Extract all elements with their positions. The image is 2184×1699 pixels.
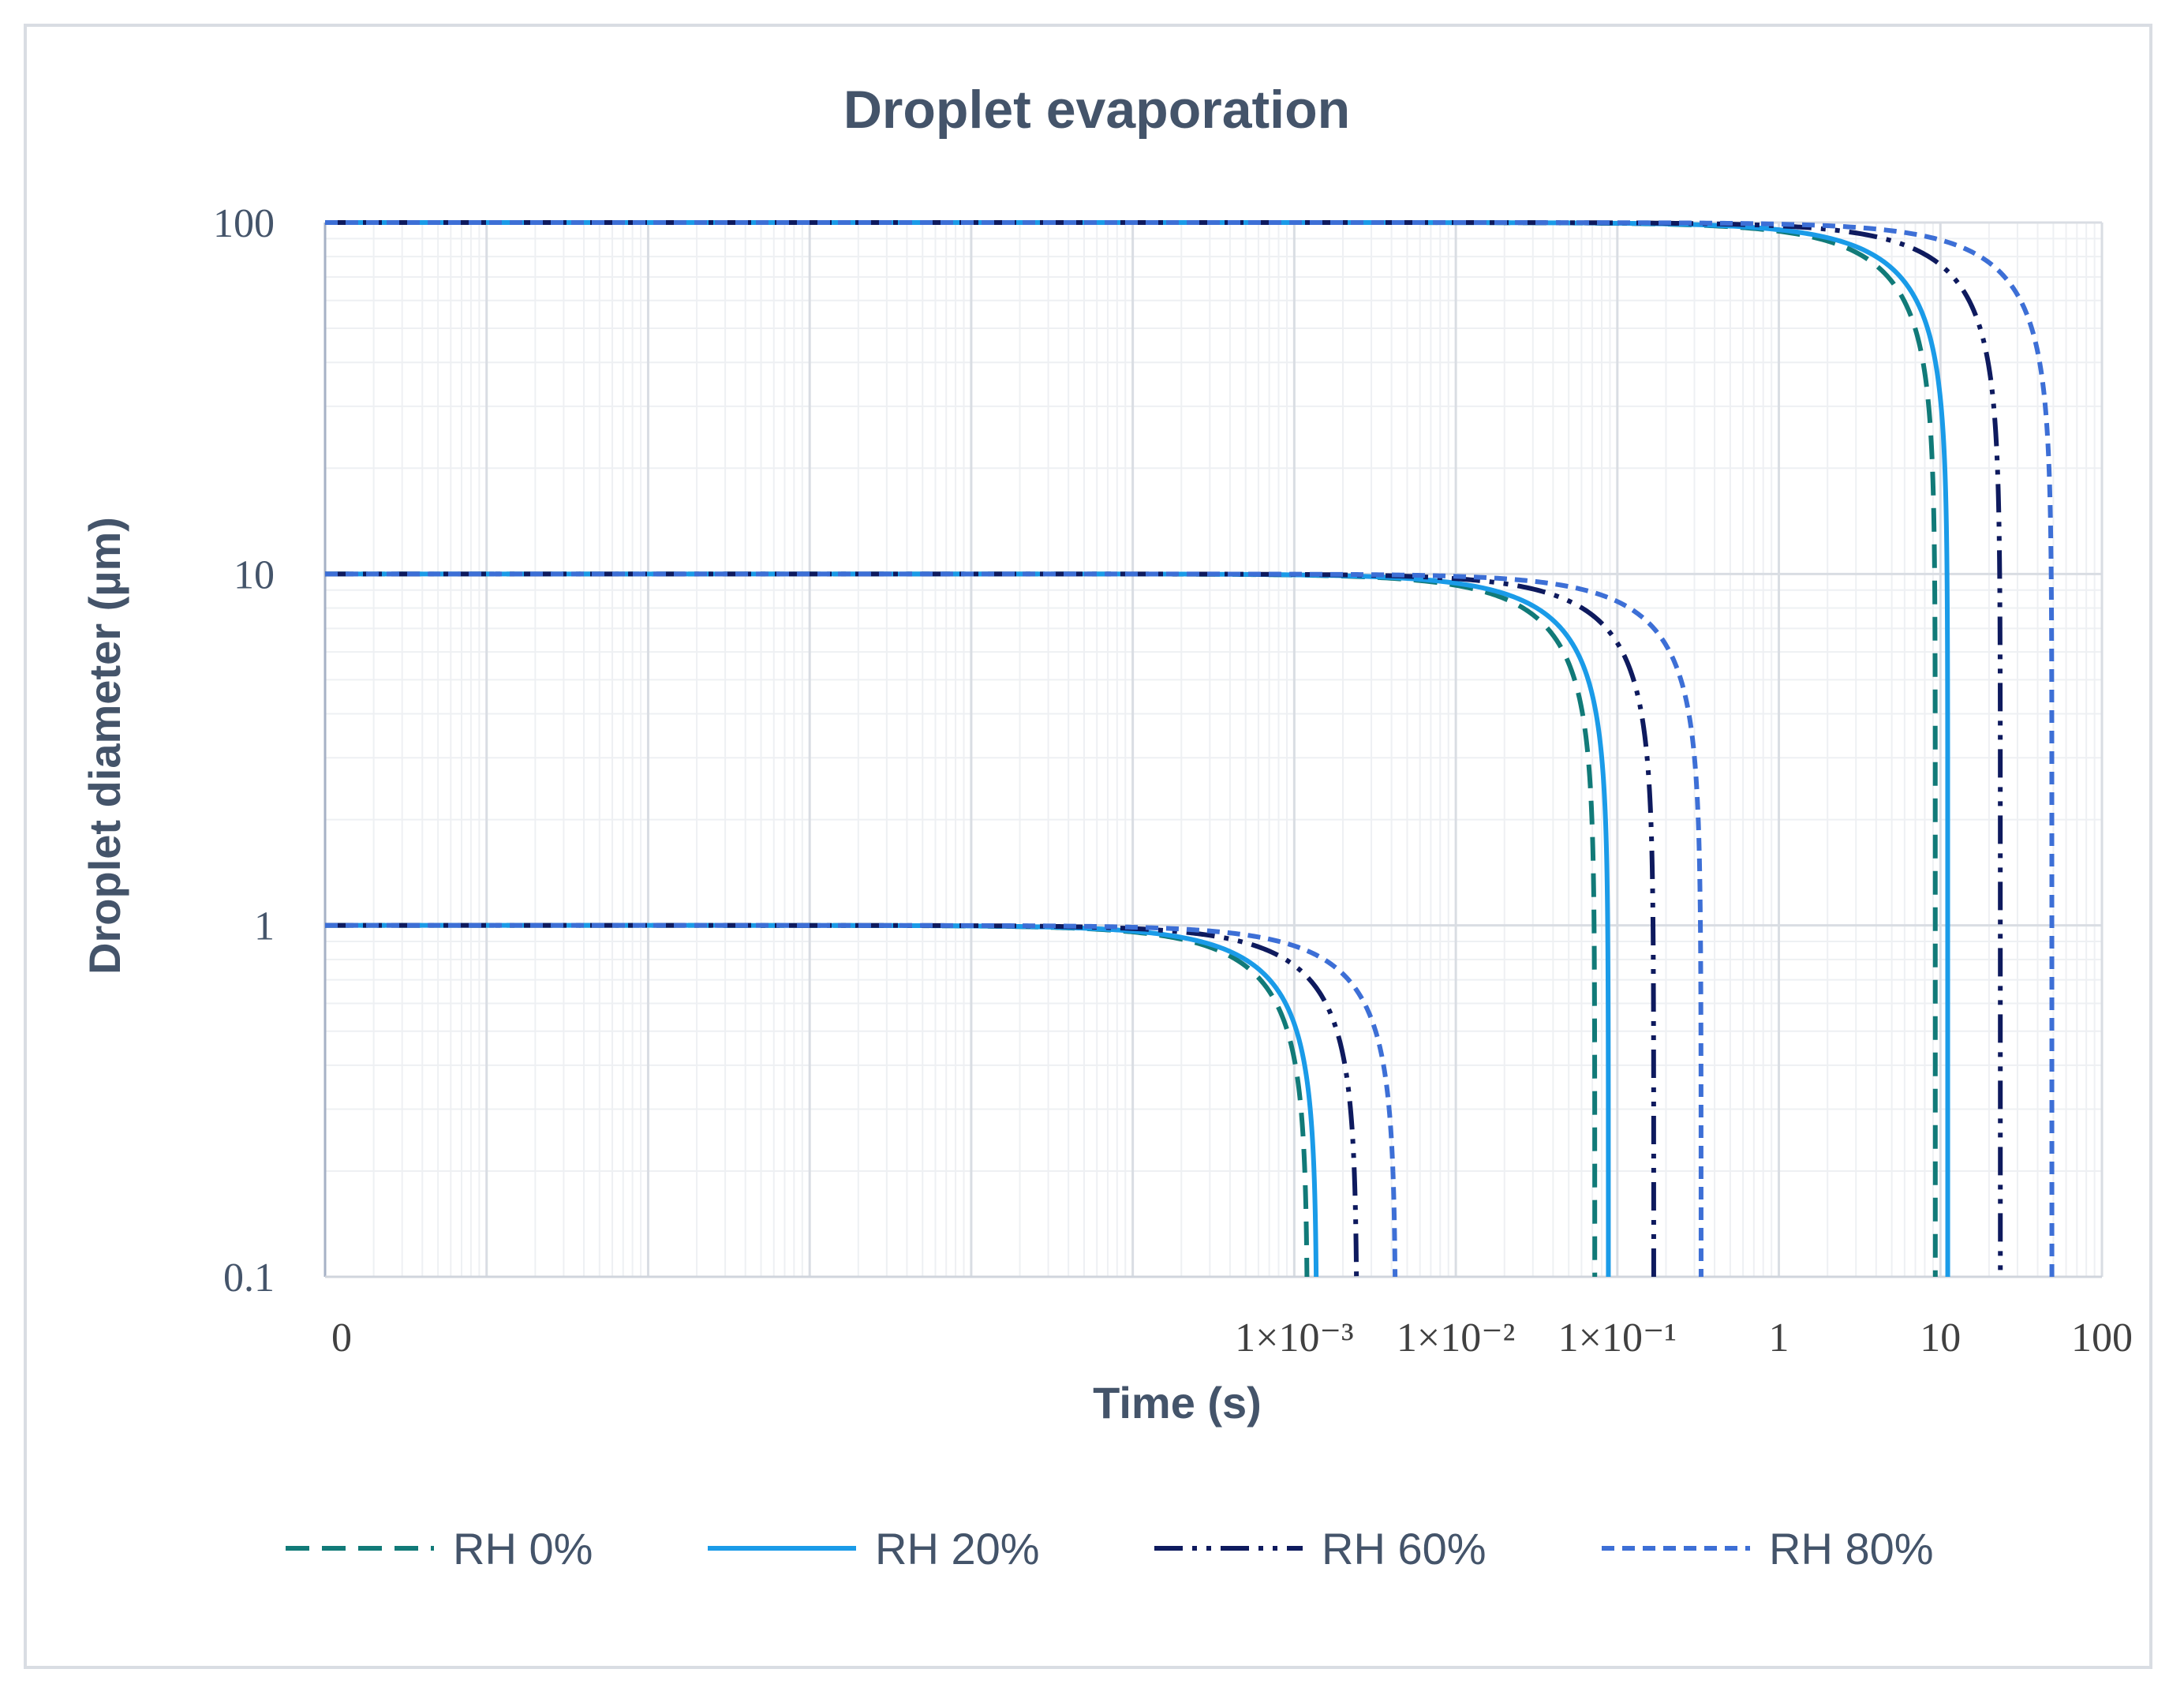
legend: RH 0% RH 20% RH 60% RH 80% (286, 1524, 1934, 1574)
chart-frame (24, 24, 2152, 1669)
x-tick-label: 1×10⁻¹ (1558, 1315, 1677, 1360)
legend-label: RH 60% (1322, 1524, 1487, 1574)
x-tick-label: 1×10⁻³ (1235, 1315, 1353, 1360)
y-tick-label: 10 (234, 552, 275, 597)
series-line (324, 922, 1398, 1278)
x-axis-title: Time (s) (1093, 1378, 1262, 1428)
grid (323, 221, 2104, 1278)
y-axis-title: Droplet diameter (µm) (80, 517, 129, 975)
x-tick-label: 1×10⁻² (1397, 1315, 1515, 1360)
series-lines (324, 220, 2055, 1278)
legend-label: RH 0% (453, 1524, 593, 1574)
y-tick-label: 0.1 (223, 1256, 275, 1300)
series-line (325, 220, 2055, 1278)
y-tick-label: 100 (213, 201, 275, 246)
chart-title: Droplet evaporation (843, 80, 1350, 140)
legend-label: RH 80% (1769, 1524, 1934, 1574)
tick-labels: 0.1 1 10 100 0 1×10⁻³ 1×10⁻² 1×10⁻¹ 1 10 100 (213, 201, 2133, 1360)
x-tick-label: 100 (2071, 1315, 2133, 1360)
series-line (324, 922, 1319, 1278)
series-line (325, 220, 2003, 1278)
x-tick-label: 1 (1769, 1315, 1789, 1360)
series-line (325, 220, 1950, 1278)
y-tick-label: 1 (254, 904, 275, 949)
x-tick-label: 10 (1920, 1315, 1961, 1360)
series-rh-60 (324, 220, 2003, 1278)
series-line (325, 571, 1703, 1278)
series-line (324, 922, 1310, 1278)
series-rh-80 (324, 220, 2055, 1278)
x-tick-label: 0 (331, 1315, 352, 1360)
axes (323, 223, 2102, 1278)
legend-label: RH 20% (875, 1524, 1040, 1574)
series-rh-20 (324, 220, 1950, 1278)
